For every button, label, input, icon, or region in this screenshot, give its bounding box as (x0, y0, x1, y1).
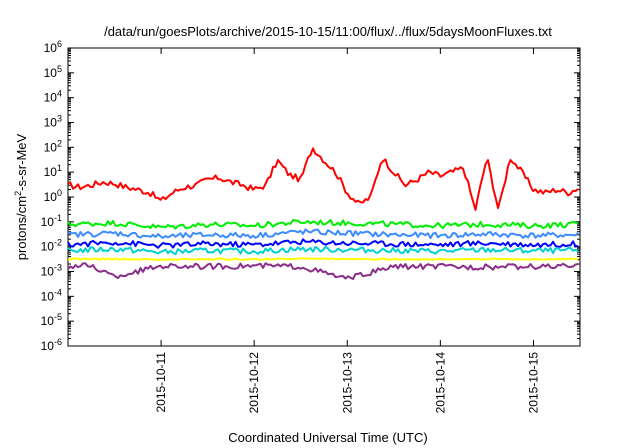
y-tick-label-exp: -6 (54, 337, 62, 347)
y-tick-label-base: 10 (44, 91, 58, 105)
y-tick-label-base: 10 (41, 215, 55, 229)
y-tick-label-9: 103 (44, 114, 62, 130)
y-axis: 10-610-510-410-310-210-11001011021031041… (41, 39, 580, 353)
y-tick-label-7: 101 (44, 163, 62, 179)
y-tick-label-1: 10-5 (41, 312, 62, 328)
y-axis-title-sup: 2 (13, 191, 23, 196)
x-tick-label-1: 2015-10-12 (247, 352, 261, 414)
y-tick-label-base: 10 (44, 116, 58, 130)
series-line-1 (67, 219, 579, 230)
y-tick-label-11: 105 (44, 64, 62, 80)
y-tick-label-base: 10 (41, 339, 55, 353)
y-tick-label-exp: 0 (57, 188, 62, 198)
y-tick-label-exp: 5 (57, 64, 62, 74)
y-tick-label-base: 10 (44, 41, 58, 55)
series-line-0 (67, 147, 579, 211)
plot-frame (67, 47, 581, 347)
y-tick-label-4: 10-2 (41, 238, 62, 254)
y-tick-label-exp: 4 (57, 89, 62, 99)
y-tick-label-exp: 2 (57, 138, 62, 148)
x-tick-label-3: 2015-10-14 (433, 352, 447, 414)
y-tick-label-exp: -4 (54, 287, 62, 297)
x-tick-label-0: 2015-10-11 (154, 352, 168, 413)
y-tick-label-base: 10 (44, 165, 58, 179)
y-tick-label-base: 10 (44, 66, 58, 80)
y-tick-label-base: 10 (41, 240, 55, 254)
y-tick-label-5: 10-1 (41, 213, 62, 229)
y-tick-label-exp: 1 (57, 163, 62, 173)
series-line-3 (67, 238, 579, 249)
y-tick-label-base: 10 (44, 190, 58, 204)
y-tick-label-12: 106 (44, 39, 62, 55)
x-tick-label-4: 2015-10-15 (526, 352, 540, 414)
series-layer (67, 147, 579, 280)
x-axis: 2015-10-11 2015-10-12 2015-10-13 2015-10-14… (154, 48, 540, 413)
y-tick-label-2: 10-4 (41, 287, 62, 303)
series-line-5 (68, 257, 579, 261)
series-line-6 (67, 262, 579, 280)
y-tick-label-3: 10-3 (41, 263, 62, 279)
y-tick-label-0: 10-6 (41, 337, 62, 353)
y-tick-label-exp: -2 (54, 238, 62, 248)
y-tick-label-base: 10 (44, 140, 58, 154)
y-axis-title-main: protons/cm (14, 196, 29, 260)
y-tick-label-base: 10 (41, 265, 55, 279)
y-tick-label-exp: 6 (57, 39, 62, 49)
x-tick-label-2: 2015-10-13 (340, 352, 354, 414)
y-tick-label-exp: -5 (54, 312, 62, 322)
chart-title: /data/run/goesPlots/archive/2015-10-15/1… (104, 24, 552, 39)
y-tick-label-exp: -1 (54, 213, 62, 223)
y-axis-title-rest: -s-sr-MeV (14, 133, 29, 190)
y-tick-label-base: 10 (41, 314, 55, 328)
x-axis-title: Coordinated Universal Time (UTC) (228, 430, 427, 445)
y-tick-label-6: 100 (44, 188, 62, 204)
y-tick-label-10: 104 (44, 89, 62, 105)
series-line-4 (67, 245, 579, 256)
y-tick-label-base: 10 (41, 289, 55, 303)
y-tick-label-exp: 3 (57, 114, 62, 124)
series-line-2 (67, 228, 579, 240)
y-tick-label-8: 102 (44, 138, 62, 154)
y-axis-title: protons/cm2-s-sr-MeV (13, 133, 29, 260)
y-tick-label-exp: -3 (54, 263, 62, 273)
